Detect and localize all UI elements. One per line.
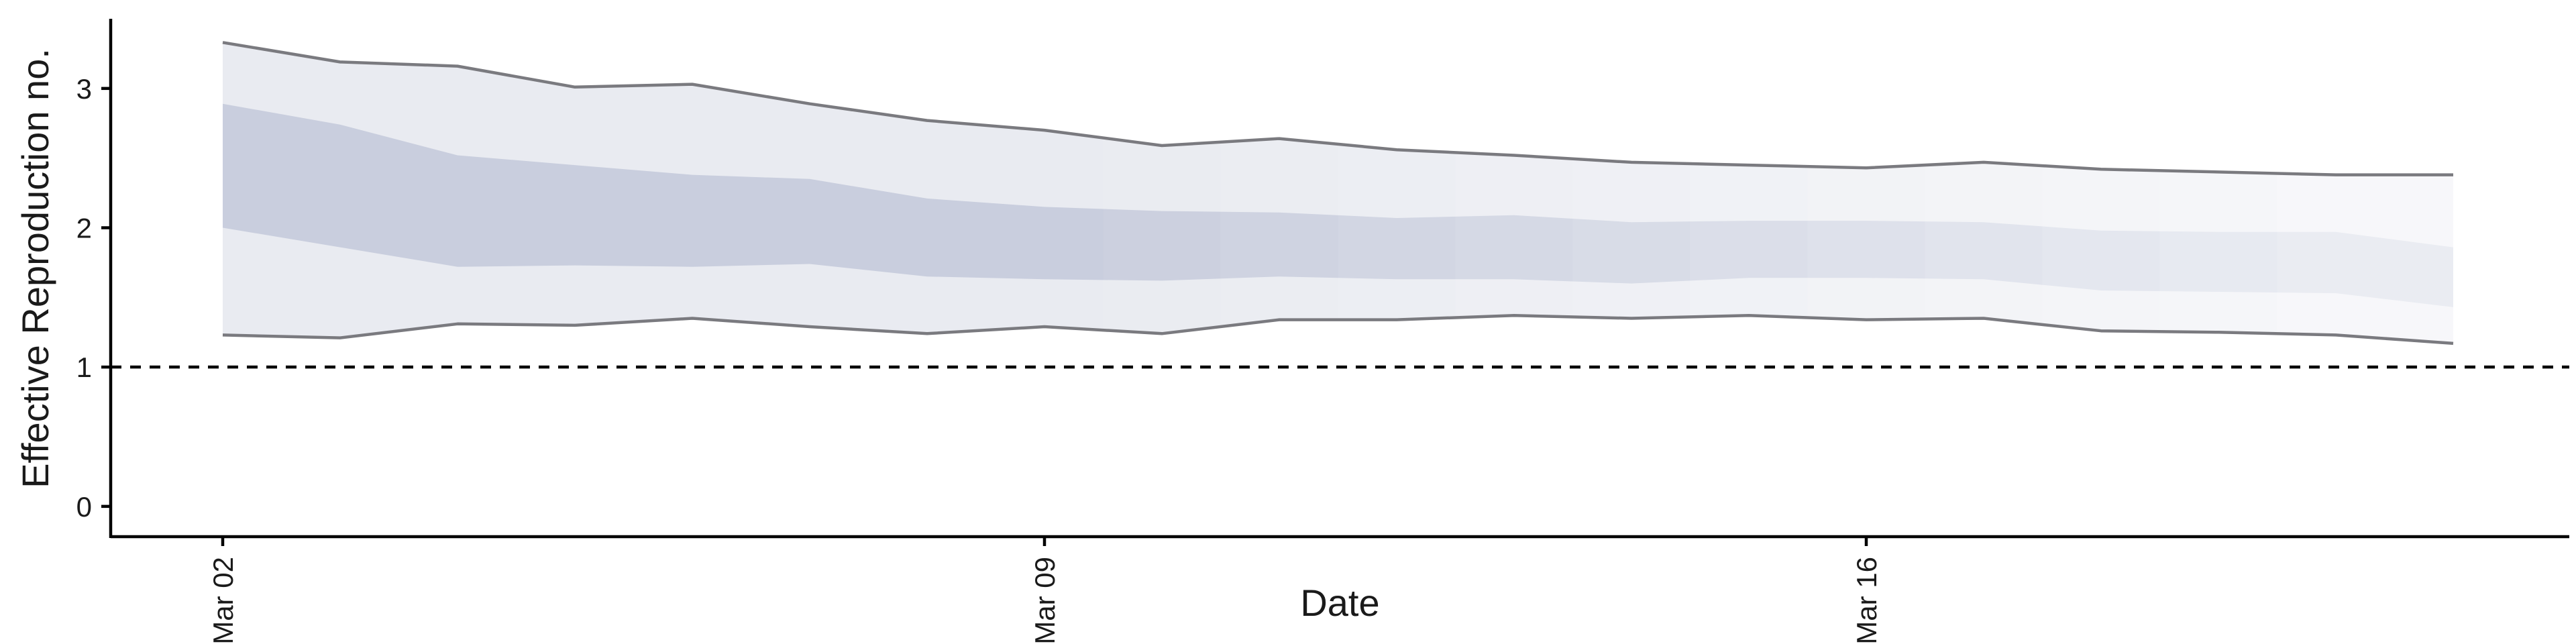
fade-strip [1572,0,1690,535]
fade-strip [2042,0,2160,535]
fade-strip [1338,0,1456,535]
fade-strip [1103,0,1221,535]
fade-strip [1807,0,1925,535]
fade-strip [1925,0,2043,535]
x-ticks: Mar 02 Mar 09 Mar 16 [207,537,1882,644]
y-tick-label: 3 [76,73,92,105]
y-tick-label: 1 [76,352,92,383]
fade-strip [2394,0,2456,535]
y-ticks: 0 1 2 3 [76,73,111,523]
bound-lines [222,41,2454,345]
upper-bound-line [222,41,2453,176]
uncertainty-bands [223,42,2453,343]
lower-bound-line [222,314,2454,345]
fade-strip [2159,0,2277,535]
x-tick-label: Mar 09 [1029,557,1061,644]
fade-strip [2277,0,2395,535]
fade-strip [1455,0,1573,535]
recent-data-fade [1103,0,2456,535]
fade-strip [1690,0,1808,535]
x-tick-label: Mar 02 [207,557,239,644]
y-tick-label: 2 [76,213,92,244]
y-axis-title: Effective Reproduction no. [14,48,56,488]
fade-strip [1220,0,1338,535]
axes [109,19,2569,539]
x-tick-label: Mar 16 [1851,557,1882,644]
inner-band-area [223,103,2453,307]
y-tick-label: 0 [76,491,92,523]
x-axis-title: Date [1300,582,1379,624]
